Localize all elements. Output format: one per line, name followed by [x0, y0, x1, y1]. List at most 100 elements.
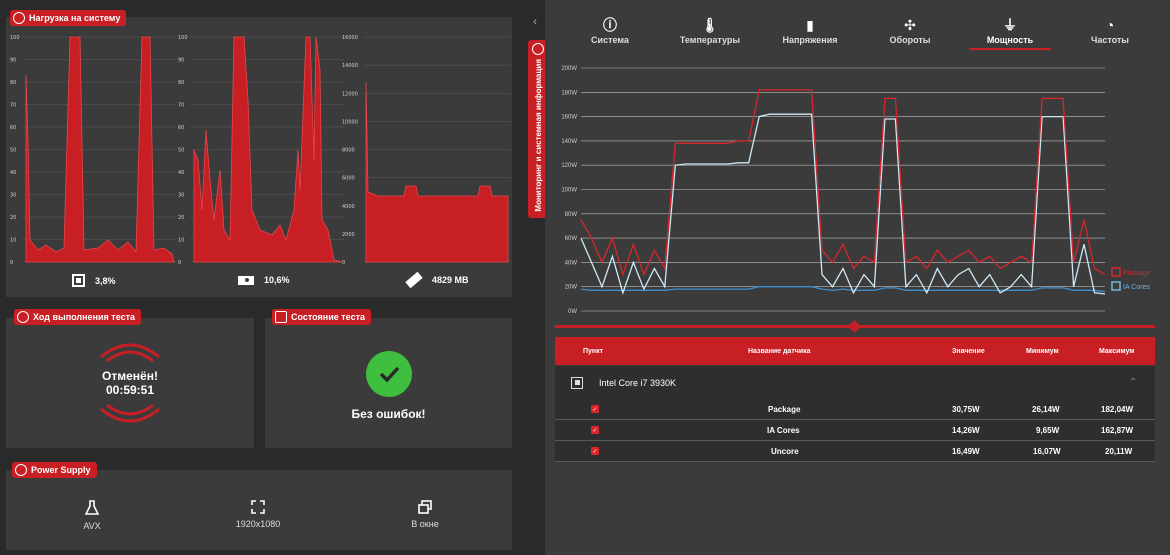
legend-label: Package [1123, 270, 1150, 277]
axis-tick-label: 10 [10, 238, 16, 244]
axis-tick-label: 10 [178, 238, 184, 244]
cpu-icon [571, 376, 583, 389]
ps-item-label: В окне [411, 519, 439, 529]
monitoring-side-tab[interactable]: Мониторинг и системная информация [528, 40, 548, 218]
axis-tick-label: 0 [342, 260, 345, 266]
axis-tick-label: 100 [10, 35, 20, 41]
cpu-load-area [25, 36, 175, 263]
tab-temperatures[interactable]: 🌡 Температуры [679, 17, 741, 45]
gpu-icon [238, 275, 254, 285]
ps-item-avx[interactable]: AVX [62, 500, 122, 531]
thermometer-icon: 🌡 [701, 17, 719, 33]
table-row[interactable]: ✓ IA Cores 14,26W 9,65W 162,87W [555, 420, 1155, 441]
y-tick-label: 20W [565, 285, 578, 291]
memory-usage: 4829 MB [405, 271, 469, 289]
axis-tick-label: 70 [178, 103, 184, 109]
progress-status: Отменён! [102, 369, 158, 383]
checkbox[interactable]: ✓ [591, 447, 599, 455]
checkbox[interactable]: ✓ [591, 405, 599, 413]
axis-tick-label: 4000 [342, 204, 355, 210]
axis-tick-label: 0 [10, 260, 13, 266]
tab-system[interactable]: ⓘ Система [591, 17, 629, 45]
state-message: Без ошибок! [351, 407, 426, 421]
checkmark-icon [365, 351, 412, 397]
y-tick-label: 0W [568, 309, 577, 315]
power-supply-tag: Power Supply [12, 462, 97, 478]
state-tag: Состояние теста [272, 309, 371, 325]
tab-voltages[interactable]: ▮ Напряжения [782, 17, 838, 45]
y-tick-label: 200W [561, 66, 577, 72]
ps-item-resolution[interactable]: 1920x1080 [228, 500, 288, 529]
y-tick-label: 80W [565, 212, 578, 218]
fan-icon: ✣ [904, 17, 916, 33]
series-line-package [580, 89, 1106, 277]
progress-arc-icon [100, 343, 160, 423]
stopwatch-icon [17, 311, 29, 323]
axis-tick-label: 90 [178, 58, 184, 64]
tab-fans[interactable]: ✣ Обороты [889, 17, 931, 45]
axis-tick-label: 8000 [342, 148, 355, 154]
refresh-icon [13, 12, 25, 24]
cpu-usage: 3,8% [72, 274, 116, 287]
ps-item-label: AVX [83, 521, 101, 531]
window-icon [418, 500, 432, 514]
axis-tick-label: 40 [178, 170, 184, 176]
state-panel: Без ошибок! [265, 318, 512, 448]
device-name: Intel Core i7 3930K [599, 377, 677, 388]
gauge-icon: ◔ [1105, 17, 1115, 33]
axis-tick-label: 10000 [342, 119, 358, 125]
y-tick-label: 100W [561, 188, 577, 194]
axis-tick-label: 50 [178, 148, 184, 154]
chevron-up-icon[interactable]: ⌃ [1129, 377, 1138, 388]
col-max: Максимум [1099, 347, 1135, 355]
y-tick-label: 180W [561, 90, 577, 96]
flask-icon [85, 500, 99, 515]
sensor-table-header: Пункт Название датчика Значение Минимум … [555, 337, 1155, 365]
clipboard-icon [275, 311, 287, 323]
system-load-title: Нагрузка на систему [29, 13, 121, 23]
axis-tick-label: 30 [10, 193, 16, 199]
state-title: Состояние теста [291, 312, 365, 322]
axis-tick-label: 60 [178, 125, 184, 131]
monitor-tabs: ⓘ Система 🌡 Температуры ▮ Напряжения ✣ Оборо… [560, 18, 1160, 58]
axis-tick-label: 100 [178, 35, 188, 41]
y-tick-label: 40W [565, 260, 578, 266]
axis-tick-label: 80 [10, 80, 16, 86]
table-row[interactable]: ✓ Package 30,75W 26,14W 182,04W [555, 399, 1155, 420]
ps-item-label: 1920x1080 [235, 519, 281, 529]
axis-tick-label: 20 [178, 215, 184, 221]
memory-load-area [365, 81, 509, 263]
memory-load-chart: 16000 14000 12000 10000 8000 6000 4000 2000 0 [342, 35, 510, 266]
progress-panel: Отменён! 00:59:51 [6, 318, 254, 448]
axis-tick-label: 50 [10, 148, 16, 154]
series-line-ia-cores [580, 113, 1106, 295]
axis-tick-label: 60 [10, 125, 16, 131]
y-tick-label: 120W [561, 163, 577, 169]
y-tick-label: 140W [561, 139, 577, 145]
ps-item-window[interactable]: В окне [395, 500, 455, 529]
info-icon: ⓘ [603, 17, 617, 33]
tab-frequencies[interactable]: ◔ Частоты [1091, 17, 1129, 45]
progress-tag: Ход выполнения теста [14, 309, 141, 325]
legend-swatch [1111, 267, 1121, 277]
axis-tick-label: 0 [178, 260, 181, 266]
axis-tick-label: 40 [10, 170, 16, 176]
table-row[interactable]: ✓ Uncore 16,49W 16,07W 20,11W [555, 441, 1155, 462]
axis-tick-label: 14000 [342, 63, 358, 69]
col-sensor-name: Название датчика [748, 347, 811, 355]
tab-power[interactable]: ⏚ Мощность [960, 18, 1060, 58]
fullscreen-icon [251, 500, 265, 514]
device-row[interactable]: Intel Core i7 3930K ⌃ [555, 366, 1155, 399]
axis-tick-label: 6000 [342, 176, 355, 182]
memory-usage-value: 4829 MB [432, 275, 469, 285]
collapse-arrow-icon[interactable]: ‹ [533, 14, 537, 28]
gpu-usage: 10,6% [238, 275, 290, 285]
power-icon [15, 464, 27, 476]
plug-icon: ⏚ [1003, 17, 1017, 33]
checkbox[interactable]: ✓ [591, 426, 599, 434]
col-value: Значение [952, 347, 985, 355]
col-item: Пункт [583, 347, 604, 355]
axis-tick-label: 16000 [342, 35, 358, 41]
series-line-uncore [580, 286, 1106, 293]
